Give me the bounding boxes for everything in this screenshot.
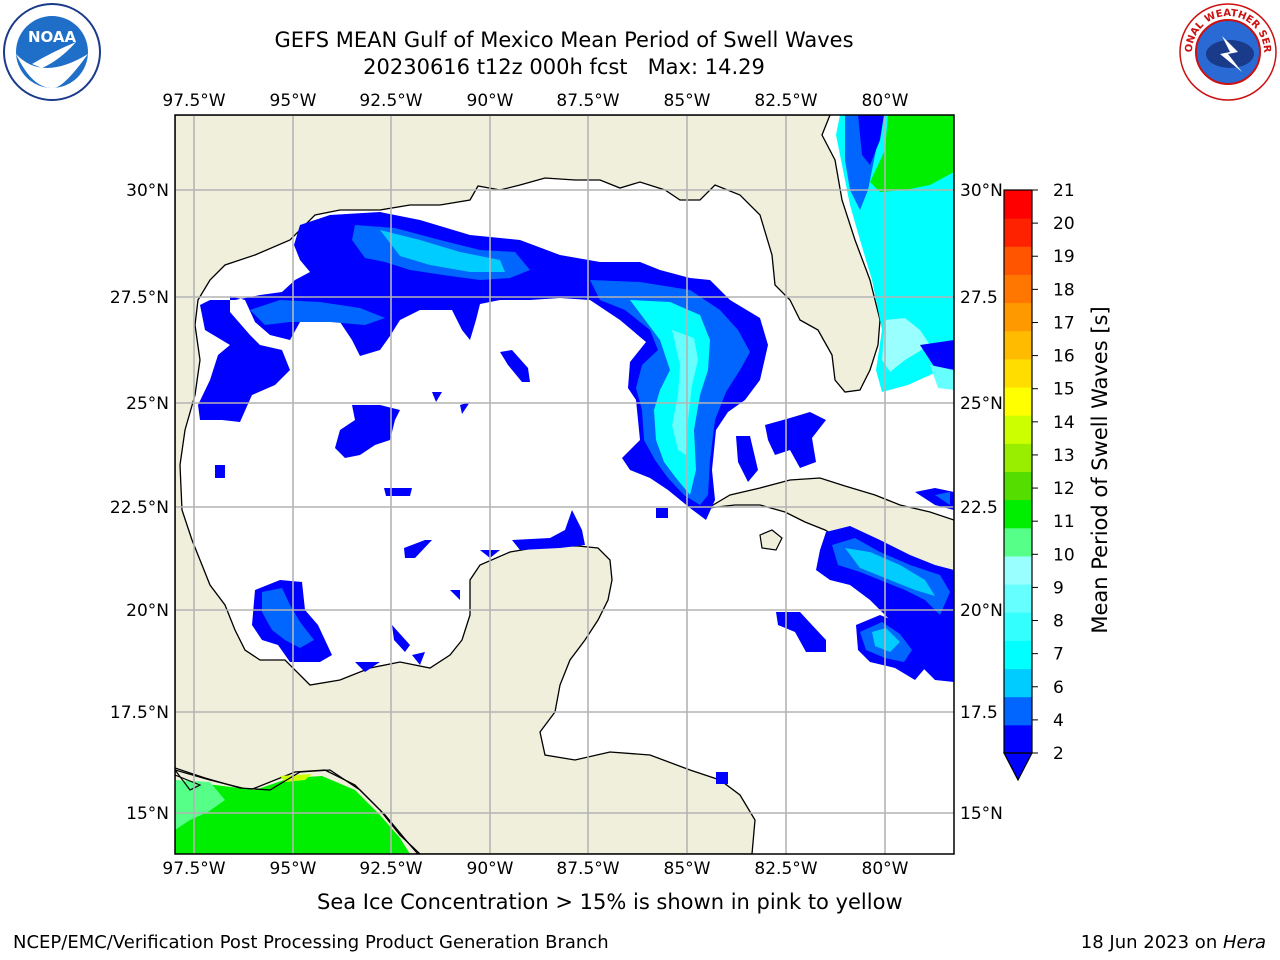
colorbar-segment (1004, 499, 1032, 529)
lon-label: 95°W (270, 859, 317, 879)
colorbar-segment (1004, 584, 1032, 613)
colorbar-segment (1004, 640, 1032, 670)
colorbar-segment (1004, 696, 1032, 726)
lon-label: 92.5°W (359, 859, 422, 879)
sea-ice-note: Sea Ice Concentration > 15% is shown in … (317, 890, 903, 914)
lat-label: 20°N (960, 601, 1003, 621)
lon-label: 90°W (467, 91, 514, 111)
lat-label: 22.5 (960, 498, 998, 518)
lon-label: 97.5°W (162, 91, 225, 111)
colorbar-segment (1004, 415, 1032, 444)
lat-label: 20°N (126, 601, 169, 621)
map-canvas (175, 115, 954, 854)
colorbar-tick-label: 13 (1053, 446, 1075, 466)
colorbar-segment (1004, 443, 1032, 472)
footer-date: 18 Jun 2023 on Hera (1081, 932, 1266, 953)
lon-label: 95°W (270, 91, 317, 111)
colorbar-segment (1004, 218, 1032, 247)
colorbar-segment (1004, 527, 1032, 557)
lat-labels-left: 30°N 27.5°N 25°N 22.5°N 20°N 17.5°N 15°N (110, 181, 169, 824)
graticule (175, 115, 954, 854)
colorbar-tick-label: 2 (1053, 744, 1064, 764)
colorbar-tick-label: 18 (1053, 280, 1075, 300)
map-frame (174, 114, 955, 855)
colorbar-tick-label: 7 (1053, 645, 1064, 665)
lat-label: 15°N (126, 804, 169, 824)
lon-label: 80°W (862, 91, 909, 111)
colorbar-segment (1004, 358, 1032, 388)
lon-labels-top: 97.5°W 95°W 92.5°W 90°W 87.5°W 85°W 82.5… (162, 91, 908, 111)
colorbar-tick-label: 4 (1053, 711, 1064, 731)
colorbar-segment (1004, 724, 1032, 754)
lon-label: 87.5°W (556, 91, 619, 111)
lat-label: 22.5°N (110, 498, 169, 518)
colorbar-tick-label: 10 (1053, 545, 1075, 565)
lat-label: 17.5 (960, 703, 998, 723)
colorbar-tick-label: 8 (1053, 612, 1064, 632)
lat-labels-right: 30°N 27.5 25°N 22.5 20°N 17.5 15°N (960, 181, 1003, 824)
colorbar-segment (1004, 668, 1032, 698)
lon-label: 92.5°W (359, 91, 422, 111)
lon-label: 82.5°W (754, 91, 817, 111)
footer-credit: NCEP/EMC/Verification Post Processing Pr… (13, 932, 609, 953)
colorbar-segment (1004, 246, 1032, 275)
colorbar-tick-label: 12 (1053, 479, 1075, 499)
colorbar-tick-label: 20 (1053, 214, 1075, 234)
colorbar-label: Mean Period of Swell Waves [s] (1088, 306, 1112, 633)
svg-text:NOAA: NOAA (28, 28, 77, 46)
lat-label: 17.5°N (110, 703, 169, 723)
noaa-logo: NOAA (3, 3, 101, 101)
colorbar-segment (1004, 274, 1032, 304)
colorbar-tick-label: 16 (1053, 347, 1075, 367)
colorbar-tick-label: 17 (1053, 313, 1075, 333)
chart-subtitle: 20230616 t12z 000h fcst Max: 14.29 (363, 55, 765, 79)
colorbar-tick-label: 9 (1053, 578, 1064, 598)
lon-label: 80°W (862, 859, 909, 879)
lon-label: 97.5°W (162, 859, 225, 879)
colorbar-tick-label: 14 (1053, 413, 1075, 433)
colorbar-tick-label: 19 (1053, 247, 1075, 267)
lat-label: 27.5°N (110, 288, 169, 308)
lon-label: 90°W (467, 859, 514, 879)
footer-date-text: 18 Jun 2023 on (1080, 932, 1223, 953)
colorbar-tick-label: 15 (1053, 380, 1075, 400)
colorbar-segment (1004, 302, 1032, 332)
land-us-gulf-coast (175, 115, 881, 854)
colorbar: 2 4 6 7 8 9 10 11 12 13 14 15 16 17 18 19 20 21 Mean Peri… (1003, 181, 1112, 782)
colorbar-segment (1004, 471, 1032, 501)
lat-label: 15°N (960, 804, 1003, 824)
lat-label: 25°N (126, 394, 169, 414)
lon-label: 87.5°W (556, 859, 619, 879)
lat-label: 30°N (960, 181, 1003, 201)
colorbar-segment (1004, 387, 1032, 416)
colorbar-tick-label: 6 (1053, 678, 1064, 698)
colorbar-tick-label: 21 (1053, 181, 1075, 201)
swell-field (175, 115, 954, 854)
lat-label: 30°N (126, 181, 169, 201)
chart-title: GEFS MEAN Gulf of Mexico Mean Period of … (274, 28, 854, 52)
colorbar-segment (1004, 555, 1032, 585)
colorbar-segment (1004, 190, 1032, 219)
nws-logo: NATIONAL WEATHER SERVICE (1178, 2, 1277, 101)
lon-label: 82.5°W (754, 859, 817, 879)
lat-label: 25°N (960, 394, 1003, 414)
lat-label: 27.5 (960, 288, 998, 308)
lon-labels-bottom: 97.5°W 95°W 92.5°W 90°W 87.5°W 85°W 82.5… (162, 859, 908, 879)
lon-label: 85°W (664, 859, 711, 879)
footer-host: Hera (1222, 932, 1266, 953)
colorbar-tick-label: 11 (1053, 512, 1075, 532)
colorbar-segment (1004, 612, 1032, 641)
colorbar-segment (1004, 330, 1032, 360)
lon-label: 85°W (664, 91, 711, 111)
